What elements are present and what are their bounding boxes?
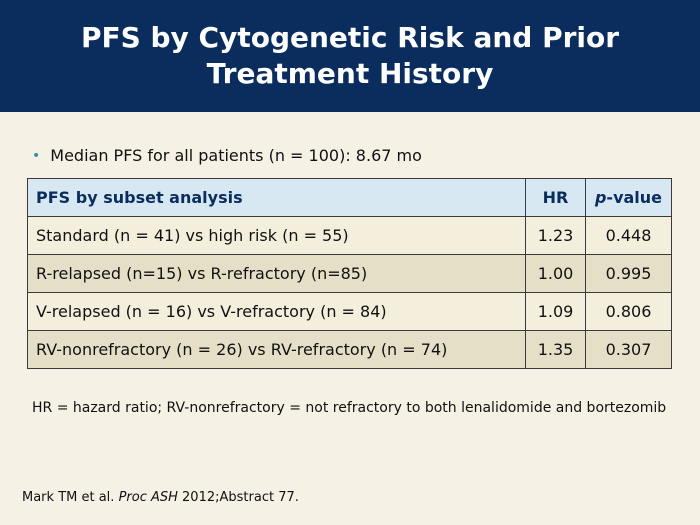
cell-subset: V-relapsed (n = 16) vs V-refractory (n =…: [27, 292, 526, 331]
header-p-suffix: -value: [606, 188, 663, 207]
citation: Mark TM et al. Proc ASH 2012;Abstract 77…: [22, 490, 299, 505]
slide-title-line-1: PFS by Cytogenetic Risk and Prior: [80, 21, 620, 54]
cell-p-value: 0.307: [585, 330, 672, 369]
bullet-dot-icon: •: [32, 147, 41, 164]
cell-subset: Standard (n = 41) vs high risk (n = 55): [27, 216, 526, 255]
cell-hr: 1.23: [525, 216, 586, 255]
subset-analysis-table: PFS by subset analysis HR p-value Standa…: [27, 178, 672, 369]
cell-p-value: 0.448: [585, 216, 672, 255]
citation-authors: Mark TM et al.: [22, 490, 119, 505]
table-row: RV-nonrefractory (n = 26) vs RV-refracto…: [27, 330, 672, 369]
table-row: V-relapsed (n = 16) vs V-refractory (n =…: [27, 292, 672, 331]
table-row: Standard (n = 41) vs high risk (n = 55) …: [27, 216, 672, 255]
bullet-text: Median PFS for all patients (n = 100): 8…: [50, 146, 422, 165]
table-header-row: PFS by subset analysis HR p-value: [27, 178, 672, 217]
header-p-value: p-value: [585, 178, 672, 217]
table-row: R-relapsed (n=15) vs R-refractory (n=85)…: [27, 254, 672, 293]
footnote: HR = hazard ratio; RV-nonrefractory = no…: [32, 400, 667, 416]
cell-subset: R-relapsed (n=15) vs R-refractory (n=85): [27, 254, 526, 293]
bullet-point: • Median PFS for all patients (n = 100):…: [32, 146, 422, 165]
header-hr: HR: [525, 178, 586, 217]
cell-p-value: 0.995: [585, 254, 672, 293]
cell-hr: 1.35: [525, 330, 586, 369]
slide-title-line-2: Treatment History: [206, 57, 494, 90]
header-p-italic: p: [594, 188, 607, 207]
cell-p-value: 0.806: [585, 292, 672, 331]
citation-rest: 2012;Abstract 77.: [177, 490, 299, 505]
cell-hr: 1.00: [525, 254, 586, 293]
citation-journal: Proc ASH: [118, 490, 178, 505]
cell-subset: RV-nonrefractory (n = 26) vs RV-refracto…: [27, 330, 526, 369]
title-bar: PFS by Cytogenetic Risk and Prior Treatm…: [0, 0, 700, 112]
header-subset: PFS by subset analysis: [27, 178, 526, 217]
cell-hr: 1.09: [525, 292, 586, 331]
